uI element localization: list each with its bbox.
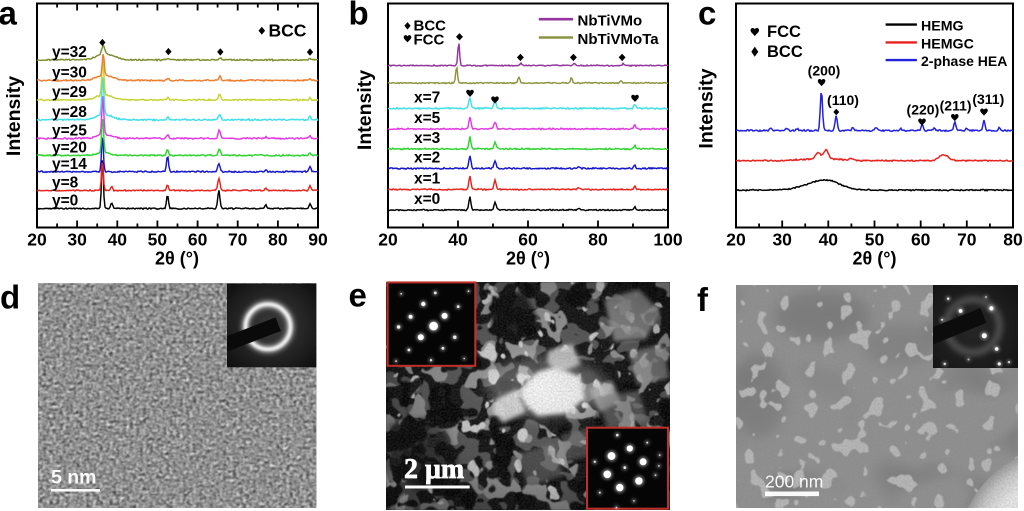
svg-text:y=0: y=0 [52, 193, 78, 210]
svg-text:y=29: y=29 [52, 84, 87, 101]
svg-text:20: 20 [726, 230, 746, 250]
svg-text:NbTiVMo: NbTiVMo [578, 13, 643, 30]
svg-text:Intensity: Intensity [696, 68, 718, 148]
svg-text:2-phase HEA: 2-phase HEA [921, 53, 1007, 69]
svg-text:FCC: FCC [414, 32, 445, 49]
svg-text:HEMGC: HEMGC [921, 36, 974, 52]
svg-text:80: 80 [1003, 230, 1023, 250]
svg-text:BCC: BCC [767, 43, 803, 61]
svg-text:60: 60 [188, 230, 208, 250]
svg-text:b: b [349, 0, 369, 31]
svg-text:70: 70 [228, 230, 248, 250]
svg-text:d: d [0, 279, 20, 316]
svg-text:x=2: x=2 [414, 150, 440, 167]
svg-text:40: 40 [448, 230, 468, 250]
svg-text:x=0: x=0 [414, 191, 440, 208]
svg-text:40: 40 [108, 230, 128, 250]
svg-text:BCC: BCC [414, 18, 447, 35]
svg-text:(211): (211) [940, 98, 972, 114]
svg-text:y=14: y=14 [52, 156, 87, 173]
svg-text:200 nm: 200 nm [765, 472, 823, 492]
svg-text:x=1: x=1 [414, 171, 441, 188]
svg-text:80: 80 [588, 230, 608, 250]
svg-text:(311): (311) [972, 91, 1004, 107]
svg-text:50: 50 [865, 230, 885, 250]
svg-text:Intensity: Intensity [3, 76, 25, 156]
svg-text:c: c [698, 0, 716, 31]
svg-text:FCC: FCC [767, 23, 801, 41]
svg-text:2θ (°): 2θ (°) [506, 249, 550, 269]
svg-text:(220): (220) [907, 102, 940, 118]
svg-text:NbTiVMoTa: NbTiVMoTa [578, 31, 660, 48]
svg-text:y=25: y=25 [52, 123, 87, 140]
svg-text:30: 30 [772, 230, 792, 250]
svg-text:BCC: BCC [269, 21, 307, 41]
svg-text:20: 20 [27, 230, 47, 250]
svg-text:5 nm: 5 nm [51, 467, 97, 489]
svg-text:2θ (°): 2θ (°) [853, 249, 897, 269]
svg-text:x=3: x=3 [414, 130, 441, 147]
svg-text:(110): (110) [827, 92, 859, 108]
svg-text:x=5: x=5 [414, 110, 441, 127]
svg-text:60: 60 [911, 230, 931, 250]
svg-text:80: 80 [268, 230, 288, 250]
svg-text:100: 100 [653, 230, 682, 250]
svg-text:y=30: y=30 [52, 65, 87, 82]
svg-text:a: a [0, 0, 18, 32]
svg-text:70: 70 [957, 230, 977, 250]
svg-text:40: 40 [819, 230, 839, 250]
svg-text:50: 50 [148, 230, 168, 250]
svg-text:90: 90 [308, 230, 328, 250]
svg-text:60: 60 [518, 230, 538, 250]
svg-text:2 μm: 2 μm [404, 454, 464, 485]
svg-text:2θ (°): 2θ (°) [155, 249, 199, 269]
svg-text:HEMG: HEMG [921, 19, 964, 35]
svg-text:20: 20 [378, 230, 398, 250]
svg-text:e: e [349, 277, 367, 314]
svg-text:y=32: y=32 [52, 44, 87, 61]
svg-text:y=20: y=20 [52, 140, 87, 157]
svg-text:y=28: y=28 [52, 104, 87, 121]
svg-text:y=8: y=8 [52, 175, 79, 192]
svg-text:(200): (200) [808, 63, 841, 79]
svg-text:Intensity: Intensity [354, 70, 376, 150]
svg-text:x=7: x=7 [414, 90, 440, 107]
svg-text:f: f [697, 281, 709, 318]
svg-text:30: 30 [67, 230, 87, 250]
